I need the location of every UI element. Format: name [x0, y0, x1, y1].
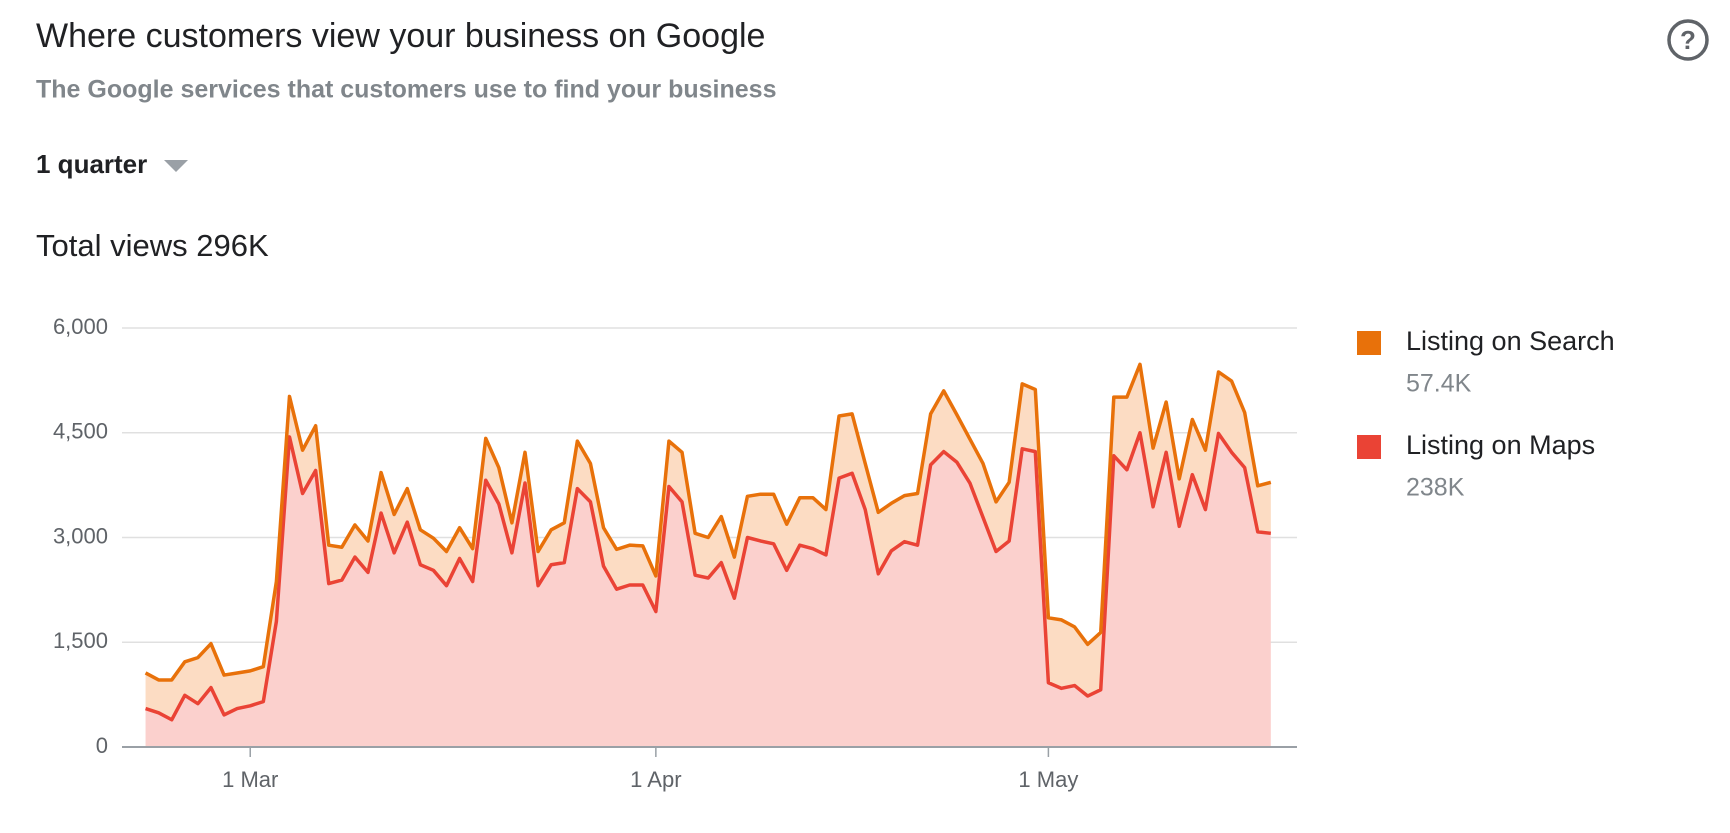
dropdown-arrow[interactable]: [164, 160, 188, 172]
y-tick-label: 4,500: [53, 419, 108, 444]
plot-area: 0 1,500 3,000 4,500 6,000 1 Mar 1 Apr 1 May: [53, 314, 1297, 792]
x-tick-label: 1 Mar: [222, 767, 278, 792]
y-tick-label: 1,500: [53, 628, 108, 653]
help-glyph[interactable]: ?: [1680, 25, 1696, 55]
legend-total: 57.4K: [1406, 370, 1472, 398]
area-fill: [145, 364, 1271, 720]
period-dropdown[interactable]: 1 quarter: [36, 149, 188, 179]
legend-swatch: [1357, 435, 1381, 459]
help-button[interactable]: ?: [1667, 19, 1709, 61]
series-line: [145, 431, 1272, 722]
total-views: Total views 296K: [36, 228, 269, 263]
y-tick-label: 6,000: [53, 314, 108, 339]
legend-total: 238K: [1406, 474, 1465, 502]
card-subtitle: The Google services that customers use t…: [36, 76, 776, 104]
series-line: [144, 362, 1272, 682]
legend-swatch: [1357, 331, 1381, 355]
card-title: Where customers view your business on Go…: [36, 17, 765, 55]
y-tick-label: 0: [96, 733, 108, 758]
y-tick-label: 3,000: [53, 523, 108, 548]
legend-label: Listing on Maps: [1406, 430, 1595, 460]
help-icon[interactable]: [1667, 19, 1709, 61]
area-fill: [145, 432, 1271, 747]
x-tick-label: 1 May: [1018, 767, 1078, 792]
period-label[interactable]: 1 quarter: [36, 149, 147, 179]
x-tick-label: 1 Apr: [630, 767, 681, 792]
legend-label: Listing on Search: [1406, 326, 1615, 356]
